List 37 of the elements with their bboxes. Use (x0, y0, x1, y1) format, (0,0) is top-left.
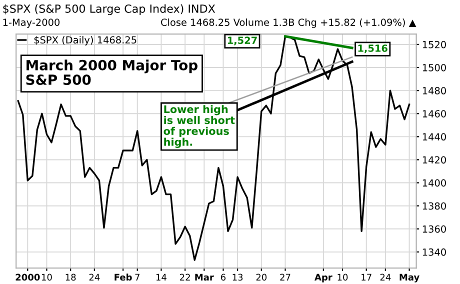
y-tick-label: 1360 (422, 225, 446, 233)
x-tick-label: 14 (156, 274, 166, 281)
chart-subtitle: 1-May-2000 (3, 18, 60, 28)
x-tick-label: 2000 (16, 274, 40, 281)
x-tick-label: 17 (362, 274, 372, 281)
x-tick-label: 7 (135, 274, 140, 281)
y-tick-label: 1460 (422, 110, 446, 118)
line-series (17, 36, 410, 261)
x-tick-label: 6 (220, 274, 226, 281)
y-tick-label: 1520 (422, 40, 446, 48)
y-tick-label: 1400 (422, 179, 446, 187)
x-tick-label: Feb (114, 274, 132, 281)
x-tick-label: 10 (42, 274, 52, 281)
y-tick-label: 1440 (422, 133, 446, 141)
x-tick-label: 20 (256, 274, 267, 281)
x-tick-label: Apr (314, 274, 332, 282)
x-tick-label: 24 (89, 274, 100, 281)
x-tick-label: May (400, 274, 420, 282)
x-tick-label: 13 (232, 274, 243, 281)
x-tick-label: 22 (180, 274, 190, 281)
chart-title: $SPX (S&P 500 Large Cap Index) INDX (3, 4, 216, 16)
x-tick-label: 24 (380, 274, 391, 281)
x-tick-label: 27 (280, 274, 290, 281)
annotation: Lower high is well short of previous high. (164, 105, 235, 148)
x-tick-label: 10 (338, 274, 348, 281)
y-tick-label: 1500 (422, 64, 446, 72)
y-tick-label: 1480 (422, 87, 446, 94)
x-tick-label: Mar (195, 274, 214, 281)
legend-label: $SPX (Daily) 1468.25 (34, 36, 136, 46)
x-tick-label: 18 (66, 274, 76, 281)
y-tick-label: 1380 (422, 202, 446, 210)
annotation: 1,527 (228, 36, 257, 46)
y-tick-label: 1340 (422, 248, 446, 256)
y-tick-label: 1420 (422, 156, 446, 164)
text: Close 1468.25 Volume 1.3B Chg +15.82 (+1.09%) ▲ (161, 18, 416, 28)
annotation: 1,516 (358, 44, 388, 54)
annotation: March 2000 Major Top S&P 500 (26, 60, 198, 85)
